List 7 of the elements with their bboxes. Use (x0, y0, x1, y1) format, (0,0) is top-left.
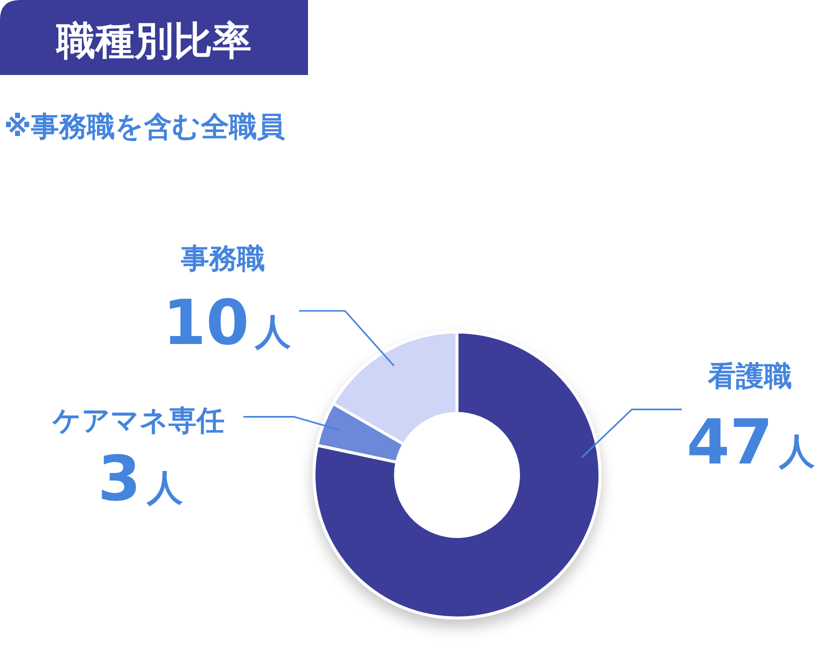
chart-subtitle: ※事務職を含む全職員 (4, 110, 286, 143)
slice-label: 看護職 (706, 359, 792, 392)
chart-title: 職種別比率 (56, 19, 252, 64)
slice-label: ケアマネ専任 (51, 404, 224, 437)
title: 職種別比率 (0, 0, 308, 75)
slice-label: 事務職 (180, 242, 265, 275)
data-label: 10人 (162, 286, 292, 359)
